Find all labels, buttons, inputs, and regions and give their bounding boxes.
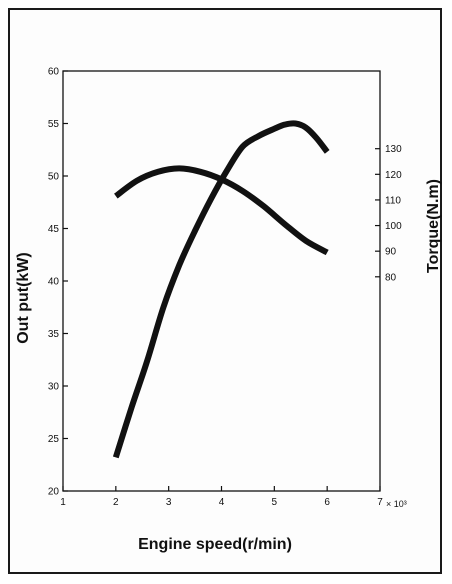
right-tick-label: 100 (385, 221, 402, 232)
right-axis-title: Torque(N.m) (425, 179, 442, 273)
left-tick-label: 20 (48, 487, 60, 498)
chart-frame (8, 8, 442, 574)
left-axis-title: Out put(kW) (15, 252, 32, 344)
x-tick-label: 2 (113, 497, 119, 508)
left-tick-label: 40 (48, 277, 60, 288)
x-tick-label: 6 (324, 497, 330, 508)
output-curve (112, 120, 330, 459)
left-tick-label: 55 (48, 119, 60, 130)
left-axis-ticks: 20 25 30 35 40 45 50 55 60 (48, 67, 68, 498)
x-tick-label: 1 (60, 497, 66, 508)
plot-area (62, 70, 381, 492)
x-tick-label: 4 (219, 497, 225, 508)
right-tick-label: 80 (385, 272, 397, 283)
right-tick-label: 90 (385, 247, 397, 258)
x-axis-ticks: 1 2 3 4 5 6 7 (60, 486, 383, 508)
left-tick-label: 30 (48, 382, 60, 393)
x-multiplier-label: × 10³ (386, 499, 407, 509)
torque-curve (114, 165, 329, 256)
left-tick-label: 45 (48, 224, 60, 235)
series-lines (112, 120, 330, 459)
left-tick-label: 60 (48, 67, 60, 78)
x-tick-label: 7 (377, 497, 383, 508)
left-tick-label: 35 (48, 329, 60, 340)
x-axis-title: Engine speed(r/min) (138, 536, 292, 553)
right-tick-label: 130 (385, 144, 402, 155)
x-tick-label: 3 (166, 497, 172, 508)
x-tick-label: 5 (272, 497, 278, 508)
left-tick-label: 25 (48, 434, 60, 445)
left-tick-label: 50 (48, 172, 60, 183)
right-axis-ticks: 80 90 100 110 120 130 (375, 144, 402, 283)
right-tick-label: 120 (385, 170, 402, 181)
right-tick-label: 110 (385, 195, 401, 206)
